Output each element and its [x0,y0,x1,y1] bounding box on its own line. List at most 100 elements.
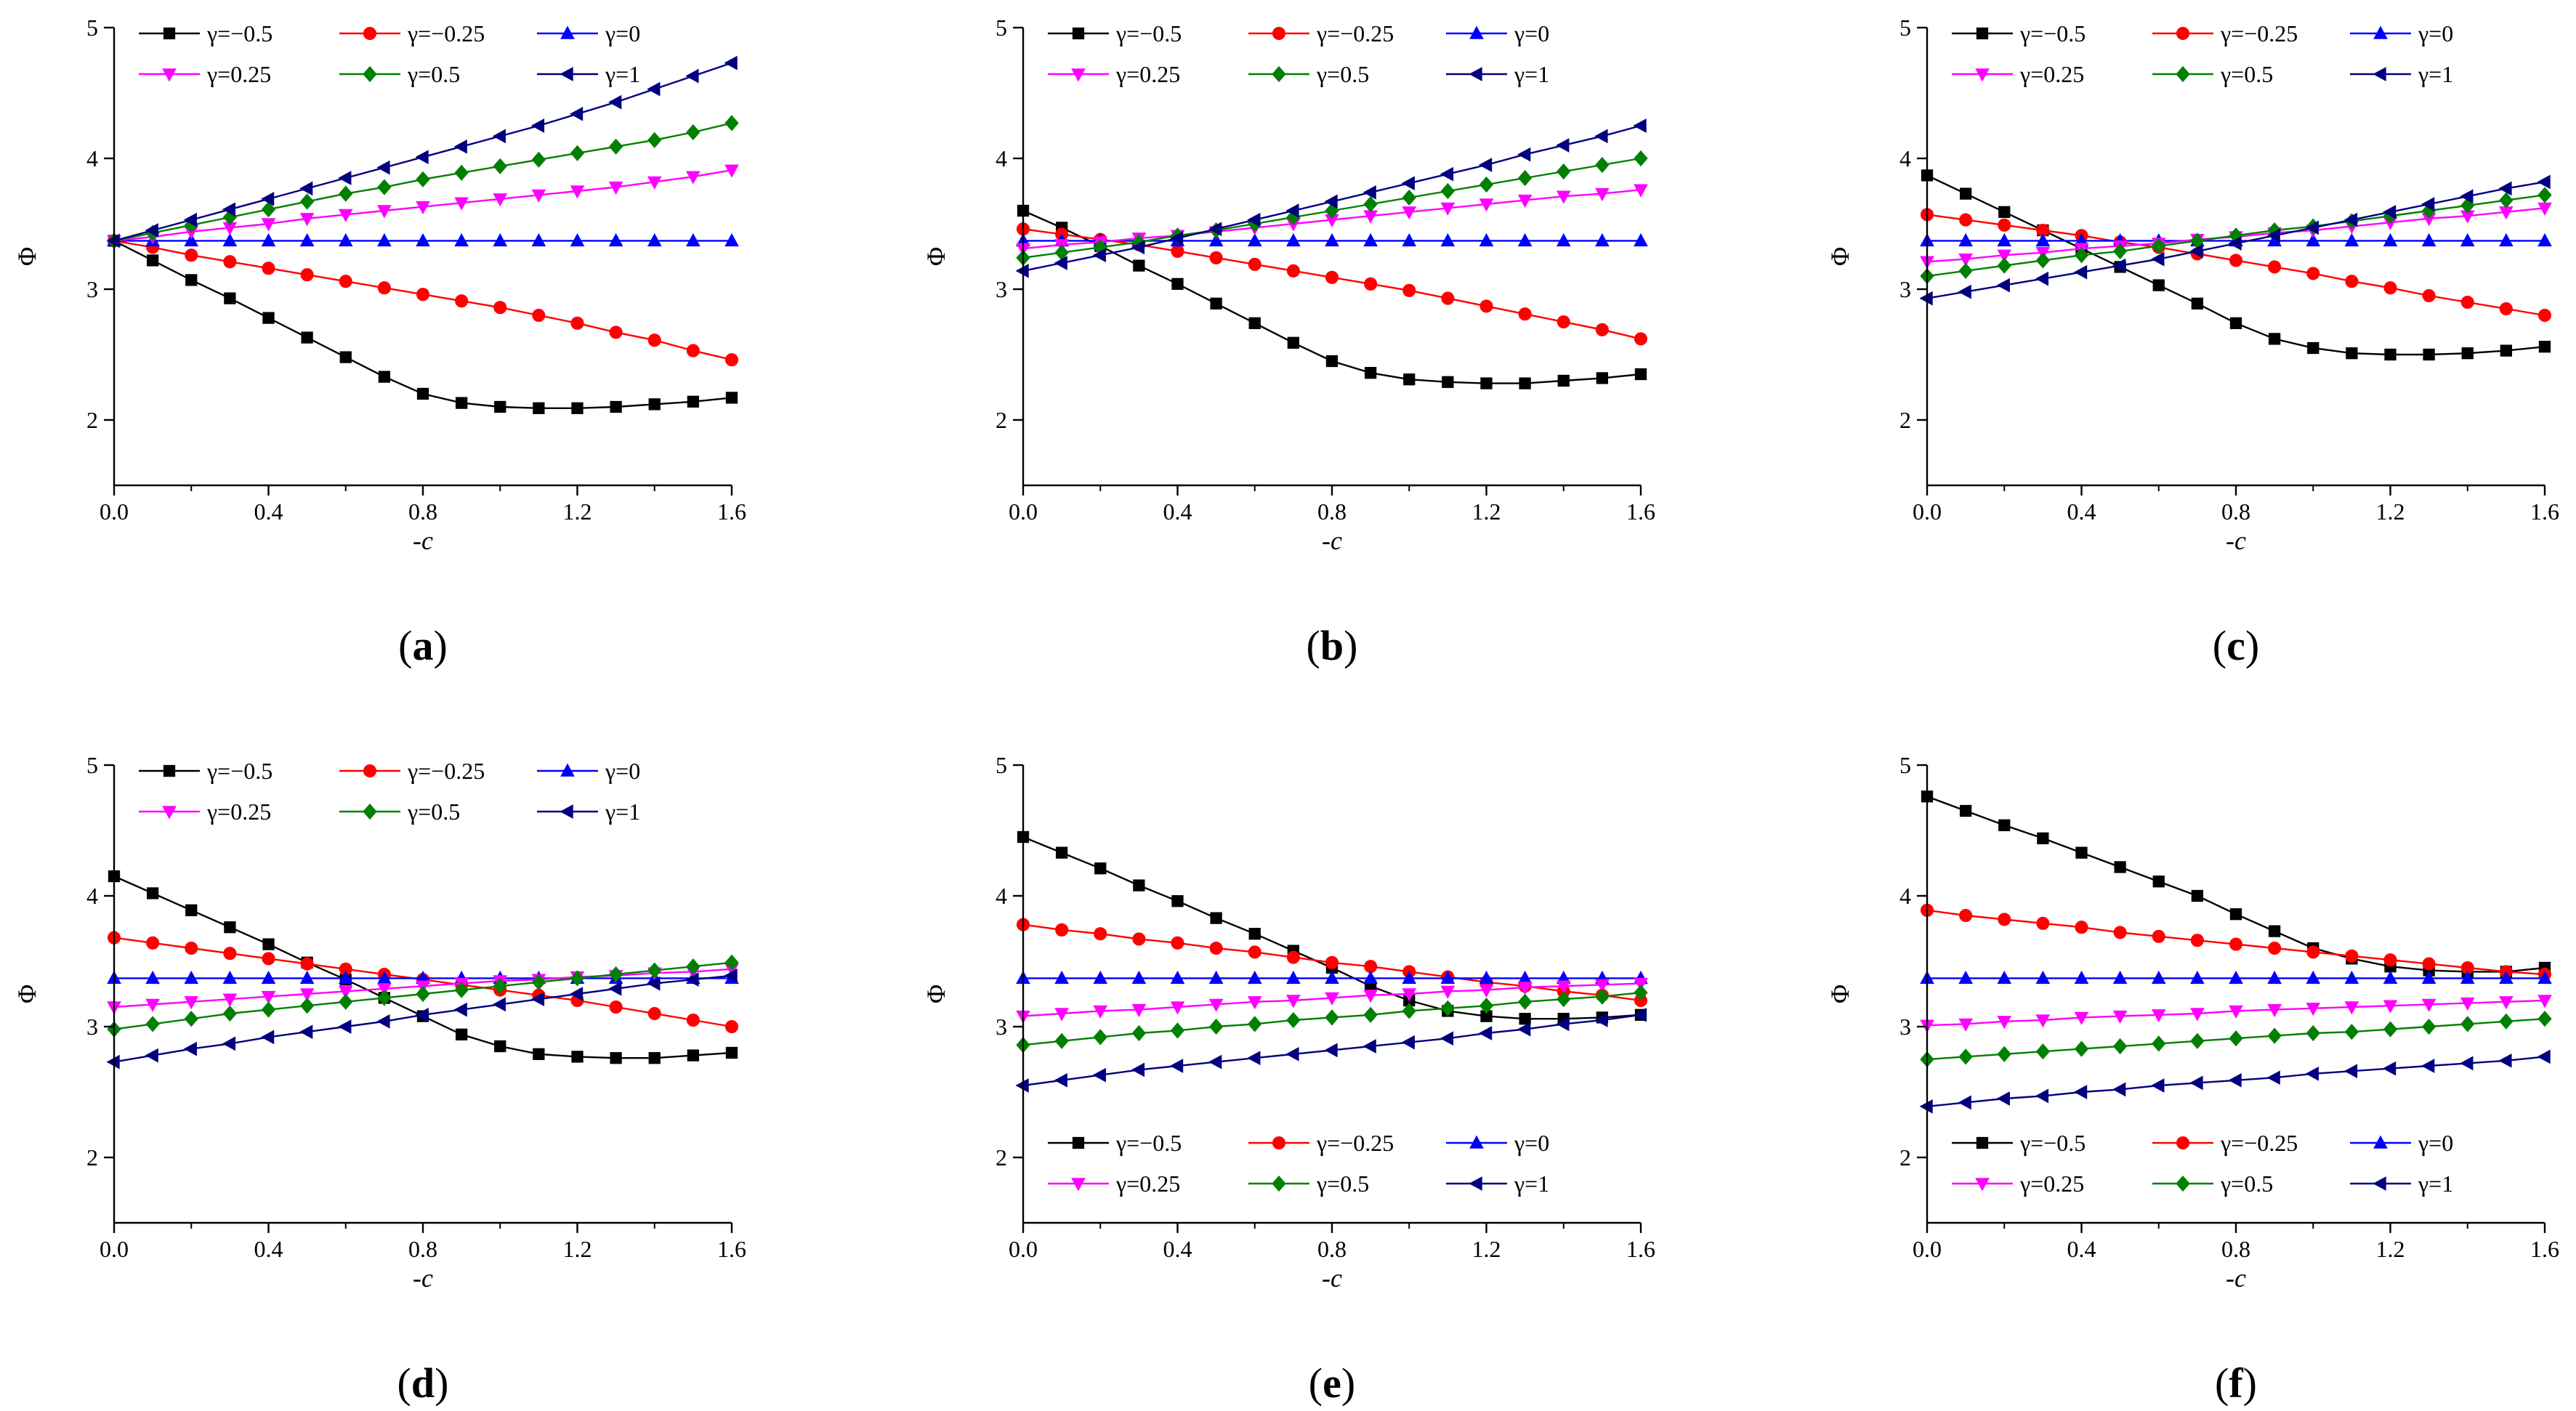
panel-label-open-paren: ( [1307,622,1320,669]
data-point-g0 [2421,233,2436,247]
data-point-g1 [1092,248,1106,263]
data-point-gm025 [2460,295,2474,310]
data-point-g1 [2189,243,2203,259]
legend-label: γ=0 [1514,20,1549,47]
data-point-g0 [1997,233,2012,247]
data-point-gm025 [1171,244,1184,258]
data-point-g025 [647,176,662,190]
data-point-g0 [2344,233,2359,247]
data-point-gm05 [301,331,313,344]
data-point-g025 [261,218,276,232]
y-tick-label: 2 [1899,407,1911,433]
data-point-g1 [2035,1088,2049,1104]
data-point-g025 [377,983,392,997]
data-point-g1 [1633,118,1647,133]
data-point-g1 [1131,240,1145,255]
panel-label: (a) [398,622,448,669]
series-g0 [107,233,739,247]
data-point-gm025 [1325,270,1339,284]
legend-item-g05: γ=0.5 [339,61,460,87]
legend-label: γ=0 [2418,1130,2453,1156]
data-point-g0 [338,233,353,247]
data-point-g0 [454,233,469,247]
data-point-g0 [686,233,700,247]
data-point-g0 [1517,233,1533,247]
data-point-g1 [1401,1035,1415,1050]
data-point-gm025 [1055,923,1069,937]
legend-item-g025: γ=0.25 [1048,1171,1180,1197]
legend-label: γ=0.5 [407,61,460,87]
data-point-g025 [1595,979,1610,992]
legend-item-g05: γ=0.5 [2152,1171,2273,1197]
legend-item-g025: γ=0.25 [139,799,271,825]
data-point-g025 [1517,982,1533,995]
data-point-gm025 [455,294,469,308]
data-point-gm05 [648,1052,661,1064]
chart-panel-d: 0.0 0.4 0.8 1.2 1.6 2 3 4 5 -c Φγ=−0.5 γ=−0.25 γ=0 γ=… [12,752,746,1407]
data-point-g1 [1169,1059,1184,1073]
legend-label: γ=0.25 [206,61,271,87]
data-point-gm025 [570,316,584,330]
data-point-g1 [2537,1049,2551,1064]
data-point-g1 [1324,1043,1338,1058]
x-tick-label: 1.2 [2376,498,2405,525]
data-point-g05 [2499,1013,2514,1030]
data-point-gm05 [2114,861,2126,873]
x-tick-label: 0.4 [2067,498,2096,525]
data-point-g025 [570,185,585,199]
legend-label: γ=0.25 [2019,1171,2084,1197]
data-point-g025 [1093,1005,1108,1019]
data-point-g0 [1247,233,1262,247]
data-point-gm025 [1209,941,1223,955]
data-point-gm05 [2268,333,2281,345]
x-tick-label: 1.6 [1626,498,1655,525]
data-point-g025 [724,164,739,178]
data-point-g1 [2112,258,2126,273]
data-point-g05 [1402,1003,1416,1019]
y-tick-label: 2 [1899,1144,1911,1171]
chart-panel-e: 0.0 0.4 0.8 1.2 1.6 2 3 4 5 -c Φγ=−0.5 γ=−0.25 γ=0 γ=… [921,752,1655,1407]
data-point-g025 [2421,998,2436,1012]
data-point-gm025 [724,1019,739,1034]
series-g05 [1920,1011,2552,1068]
series-line-gm05 [1022,836,1642,1020]
data-point-g05 [1595,156,1610,174]
data-point-g025 [299,213,315,227]
data-point-gm05 [262,938,275,950]
legend-item-g0: γ=0 [1446,20,1549,47]
legend-swatch-marker [2373,1176,2386,1191]
data-point-g1 [1285,203,1299,218]
data-point-g025 [1595,187,1610,202]
y-tick-label: 3 [1899,1014,1911,1040]
panel-label-letter: b [1320,622,1344,669]
data-point-g05 [1325,1009,1339,1026]
data-point-gm025 [1479,299,1493,313]
legend-item-g0: γ=0 [537,758,640,784]
data-point-g025 [338,985,353,999]
y-tick-label: 4 [86,883,98,909]
data-point-gm025 [1132,932,1146,946]
data-point-g025 [2460,997,2475,1011]
data-point-gm025 [146,936,160,950]
data-point-g05 [2152,238,2166,254]
data-point-gm025 [2383,281,2397,295]
data-point-g025 [2344,1001,2359,1015]
data-point-g05 [377,179,392,195]
legend-label: γ=0.5 [1316,1171,1369,1197]
data-point-g0 [1402,970,1417,985]
data-point-gm025 [1441,291,1455,305]
panel-label-close-paren: ) [1341,1359,1355,1407]
data-point-g1 [1958,284,1971,299]
data-point-gm05 [494,1040,506,1053]
series-g025 [1920,995,2552,1033]
data-point-g0 [261,233,276,247]
data-point-g025 [531,189,546,203]
data-point-g0 [416,233,430,247]
data-point-g025 [454,197,469,211]
data-point-gm05 [1634,368,1647,381]
x-tick-label: 0.4 [254,1236,283,1262]
data-point-g1 [453,139,467,154]
data-point-g1 [2460,189,2474,204]
data-point-gm025 [1248,945,1261,959]
